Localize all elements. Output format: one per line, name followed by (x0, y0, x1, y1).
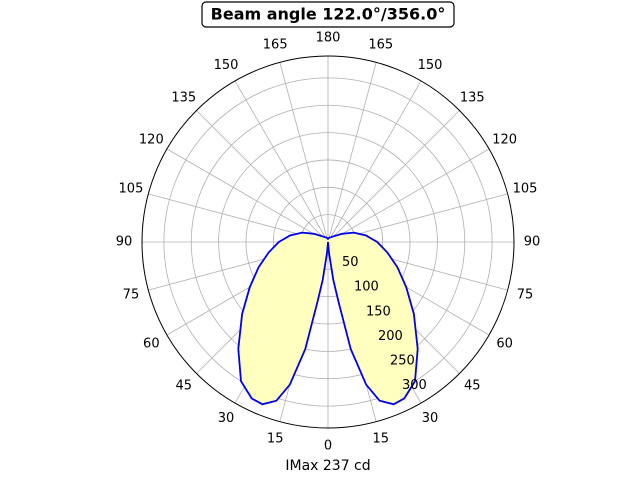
theta-tick-label: 120 (139, 133, 164, 148)
theta-tick-label: 150 (418, 58, 443, 73)
grid-spoke (327, 80, 422, 243)
theta-tick-label: 90 (524, 235, 541, 250)
grid-spoke (196, 110, 329, 243)
theta-tick-label: 75 (517, 287, 534, 302)
theta-tick-label: 150 (214, 58, 239, 73)
theta-tick-label: 135 (171, 90, 196, 105)
theta-tick-label: 165 (368, 37, 393, 52)
theta-tick-label: 45 (464, 379, 481, 394)
theta-tick-label: 15 (267, 432, 284, 447)
theta-tick-label: 30 (422, 411, 439, 426)
area (238, 232, 418, 405)
theta-tick-label: 45 (175, 379, 192, 394)
theta-tick-label: 135 (460, 90, 485, 105)
theta-tick-label: 30 (218, 411, 235, 426)
theta-tick-label: 15 (373, 432, 390, 447)
x-axis-label: IMax 237 cd (285, 458, 370, 474)
theta-tick-label: 90 (116, 235, 133, 250)
chart-title: Beam angle 122.0°/356.0° (211, 5, 446, 24)
r-tick-label: 300 (402, 378, 427, 393)
theta-tick-label: 165 (263, 37, 288, 52)
theta-tick-label: 75 (123, 287, 140, 302)
theta-tick-label: 105 (119, 182, 144, 197)
grid-spoke (279, 62, 329, 243)
theta-tick-label: 0 (324, 439, 332, 454)
grid-spoke (234, 80, 329, 243)
theta-tick-label: 60 (496, 337, 513, 352)
r-tick-label: 100 (354, 280, 379, 295)
r-tick-label: 250 (390, 353, 415, 368)
theta-tick-label: 105 (513, 182, 538, 197)
outer-circle (141, 55, 515, 429)
r-tick-label: 200 (378, 329, 403, 344)
title-box (201, 1, 455, 28)
theta-tick-label: 180 (316, 31, 341, 46)
r-tick-label: 150 (366, 304, 391, 319)
grid-spoke (327, 62, 377, 243)
theta-tick-label: 120 (492, 133, 517, 148)
line (237, 231, 419, 406)
theta-tick-label: 60 (143, 337, 160, 352)
grid-spoke (327, 148, 490, 243)
r-tick-label: 50 (342, 255, 359, 270)
grid-spoke (327, 110, 460, 243)
grid-spoke (166, 148, 329, 243)
